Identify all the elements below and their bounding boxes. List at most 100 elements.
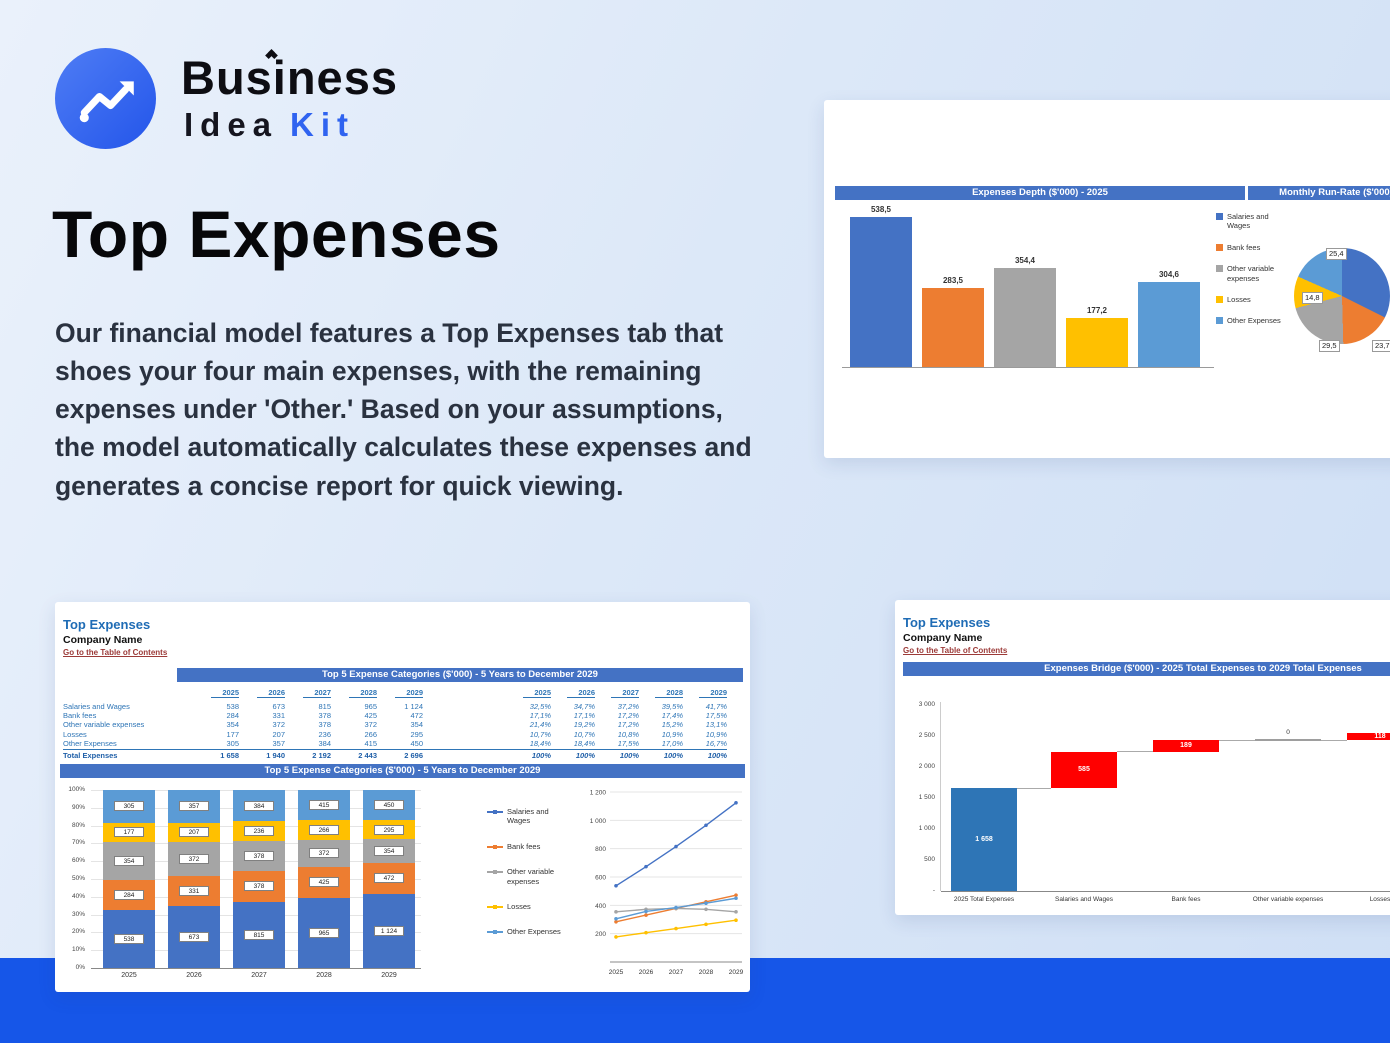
table-cell: 10,9% (661, 729, 683, 739)
waterfall-bar (1153, 740, 1219, 752)
x-axis-label: 2026 (186, 972, 202, 979)
segment-value-label: 372 (309, 848, 339, 859)
year-header: 2027 (611, 688, 639, 698)
x-axis-line (941, 891, 1390, 892)
total-rule (63, 749, 727, 750)
table-cell: 100% (575, 751, 595, 760)
bar-1 (922, 288, 984, 367)
x-axis-label: Other variable expenses (1252, 896, 1324, 903)
segment-value-label: 372 (179, 853, 209, 864)
segment-value-label: 450 (374, 800, 404, 811)
table-cell: 39,5% (661, 702, 683, 711)
year-header: 2028 (655, 688, 683, 698)
table-cell: 372 (364, 720, 377, 730)
table-cell: 415 (364, 738, 377, 748)
legend-line-icon (487, 904, 503, 909)
segment-value-label: 425 (309, 877, 339, 888)
table-cell: 17,2% (617, 711, 639, 721)
legend-line-icon (487, 810, 503, 814)
table-cell: 100% (707, 751, 727, 760)
svg-text:2029: 2029 (729, 969, 744, 976)
sheet-title: Top Expenses (63, 617, 151, 632)
waterfall-chart: 3 000 2 500 2 000 1 500 1 000 500 - 1 658 2025 T… (895, 690, 1390, 915)
table-cell: 357 (272, 738, 285, 748)
year-header: 2029 (699, 688, 727, 698)
table-cell: 2 443 (358, 751, 377, 760)
legend-line-icon (487, 930, 503, 935)
table-cell: 425 (364, 711, 377, 721)
bar-value-label: 118 (1374, 732, 1386, 740)
legend-label: Other variable expenses (1227, 264, 1275, 283)
stacked-chart-header: Top 5 Expense Categories ($'000) - 5 Yea… (60, 764, 745, 778)
svg-text:2026: 2026 (639, 969, 654, 976)
svg-text:800: 800 (595, 846, 606, 853)
svg-text:2027: 2027 (669, 969, 684, 976)
table-cell: 100% (619, 751, 639, 760)
top5-expenses-sheet-card: Top Expenses Company Name Go to the Tabl… (55, 602, 750, 992)
table-cell: 450 (410, 738, 423, 748)
segment-value-label: 378 (244, 881, 274, 892)
row-label: Losses (63, 729, 87, 739)
x-axis-label: 2029 (381, 972, 397, 979)
stacked-bar-chart: 100% 90% 80% 70% 60% 50% 40% 30% 20% 10% 0% 538 284 3… (55, 782, 479, 987)
year-header: 2026 (257, 688, 285, 698)
legend-swatch-icon (1216, 295, 1223, 303)
expenses-depth-header: Expenses Depth ($'000) - 2025 (835, 186, 1245, 200)
y-axis-tick: 1 000 (918, 825, 935, 832)
legend-item: Other variable expenses (1216, 264, 1290, 283)
segment-value-label: 354 (374, 845, 404, 856)
waterfall-zero-bar (1255, 739, 1321, 742)
company-name: Company Name (903, 632, 983, 644)
y-axis-line (940, 702, 941, 891)
table-cell: 266 (364, 729, 377, 739)
y-axis-tick: 40% (71, 892, 85, 900)
svg-text:600: 600 (595, 875, 606, 882)
expenses-depth-card: Expenses Depth ($'000) - 2025 Monthly Ru… (824, 100, 1390, 458)
table-of-contents-link[interactable]: Go to the Table of Contents (63, 648, 168, 657)
table-cell: 100% (531, 751, 551, 760)
legend-marker-icon (493, 844, 497, 849)
table-cell: 34,7% (573, 702, 595, 711)
legend-item: Other Expenses (487, 927, 573, 936)
year-header: 2028 (349, 688, 377, 698)
connector-line (1017, 787, 1051, 789)
y-axis-tick: 90% (71, 803, 85, 811)
table-cell: 378 (318, 711, 331, 721)
table-cell: 1 658 (220, 751, 239, 760)
bar-value-label: 354,4 (1014, 256, 1036, 266)
chart-legend: Salaries and Wages Bank fees Other variabl… (1216, 212, 1290, 326)
table-cell: 305 (226, 738, 239, 748)
x-axis-label: 2025 Total Expenses (953, 896, 1015, 903)
total-label: Total Expenses (63, 751, 118, 760)
table-cell: 16,7% (705, 738, 727, 748)
legend-line-icon (487, 870, 503, 875)
waterfall-bar (951, 788, 1017, 891)
table-of-contents-link[interactable]: Go to the Table of Contents (903, 646, 1008, 655)
y-axis-tick: 70% (71, 839, 85, 847)
bar-value-label: 177,2 (1086, 305, 1108, 315)
table-cell: 21,4% (529, 720, 551, 730)
legend-label: Salaries and Wages (507, 807, 549, 826)
legend-item: Other variable expenses (487, 867, 573, 886)
svg-text:200: 200 (595, 931, 606, 938)
row-label: Other variable expenses (63, 720, 145, 730)
table-cell: 378 (318, 720, 331, 730)
table-cell: 673 (272, 702, 285, 711)
monthly-run-rate-header: Monthly Run-Rate ($'000) (1248, 186, 1390, 200)
table-cell: 17,0% (661, 738, 683, 748)
x-axis-label: Salaries and Wages (1055, 896, 1113, 903)
expense-table: 2025 2025 2026 2026 2027 2027 2028 2028 2029 2029… (55, 686, 750, 764)
y-axis-tick: 0% (75, 964, 85, 971)
segment-value-label: 207 (179, 827, 209, 838)
pie-slice-label: 29,5 (1319, 340, 1340, 352)
y-axis-tick: 50% (71, 875, 85, 882)
legend-item: Other Expenses (1216, 316, 1290, 325)
segment-value-label: 538 (114, 934, 144, 945)
legend-item: Losses (1216, 295, 1290, 304)
legend-item: Bank fees (487, 842, 573, 851)
segment-value-label: 331 (179, 886, 209, 896)
table-cell: 177 (226, 729, 239, 739)
table-cell: 10,9% (705, 729, 727, 739)
connector-line (1117, 751, 1153, 753)
